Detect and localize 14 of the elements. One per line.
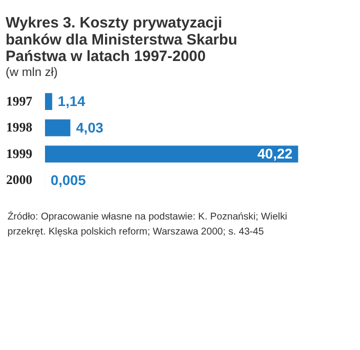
bar <box>45 119 70 136</box>
data-label: 4,03 <box>76 119 104 136</box>
y-tick-label: 1997 <box>6 93 33 108</box>
chart-subtitle: (w mln zł) <box>6 65 58 80</box>
data-label: 0,005 <box>50 172 86 188</box>
y-tick-label: 2000 <box>6 172 33 188</box>
bar <box>45 93 52 110</box>
chart-title: Wykres 3. Koszty prywatyzacji banków dla Ministerstwa Skarbu Państwa w latach 1997-2000 <box>6 14 238 66</box>
data-label: 40,22 <box>257 146 293 162</box>
y-tick-label: 1998 <box>6 120 33 135</box>
text: Źródło: Opracowanie własne na podstawie: K. Poznański; Wielki przekręt. Klęska polskich reform; Warszawa 2000; s. 43-45 <box>8 210 288 238</box>
data-label: 1,14 <box>58 93 86 110</box>
y-tick-label: 1999 <box>6 146 33 161</box>
bar <box>45 146 298 162</box>
